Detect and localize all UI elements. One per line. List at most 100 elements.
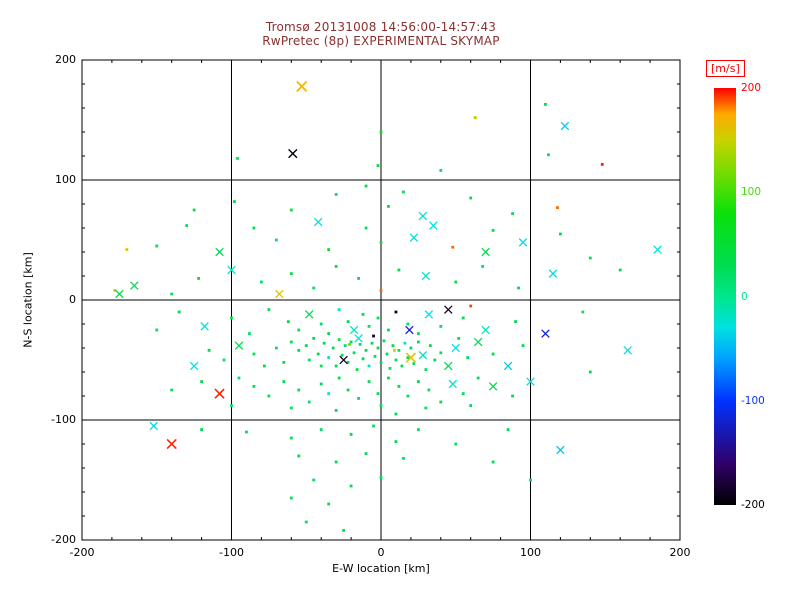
echo-marker-dot [312,337,316,340]
echo-marker-dot [402,457,405,460]
echo-marker-cross [288,148,298,159]
echo-marker-dot [376,346,380,350]
echo-marker-dot [469,196,473,200]
echo-marker-dot [262,364,266,368]
echo-marker-dot [521,344,525,347]
echo-marker-dot [428,344,432,347]
x-tick-label: -100 [219,546,244,559]
echo-marker-dot [454,442,458,446]
echo-marker-dot [346,388,350,392]
echo-marker-dot [451,245,455,249]
echo-marker-dot [312,286,316,290]
echo-marker-dot [327,356,331,359]
echo-marker-dot [461,316,465,320]
echo-marker-cross [518,238,528,247]
echo-marker-dot [337,376,341,380]
echo-marker-dot [379,404,383,407]
echo-marker-cross [418,350,428,360]
x-axis-label: E-W location [km] [332,562,430,575]
echo-marker-dot [376,316,380,320]
echo-marker-dot [394,440,398,443]
echo-marker-cross [488,382,498,391]
echo-marker-dot [307,400,311,404]
echo-marker-dot [394,412,398,416]
echo-marker-dot [517,286,520,290]
echo-marker-cross [405,325,414,335]
echo-marker-dot [412,362,416,365]
echo-marker-dot [307,358,311,362]
echo-marker-cross [481,247,490,257]
echo-marker-cross [200,322,209,331]
y-tick-label: -100 [51,413,76,426]
echo-marker-cross [296,80,308,92]
echo-marker-dot [337,338,341,341]
echo-marker-dot [200,380,203,383]
echo-marker-dot [233,200,236,203]
echo-marker-cross [418,211,428,221]
echo-marker-dot [297,388,301,392]
echo-marker-dot [461,392,465,395]
echo-marker-dot [581,310,585,314]
echo-marker-dot [424,406,428,410]
echo-marker-dot [406,356,410,359]
echo-marker-dot [379,241,383,244]
echo-marker-dot [252,385,256,388]
echo-marker-dot [177,310,181,314]
echo-marker-dot [385,352,389,356]
echo-marker-dot [245,430,248,434]
echo-marker-cross [313,217,323,227]
echo-marker-dot [397,385,401,388]
echo-marker-dot [286,320,290,323]
echo-marker-dot [267,394,271,398]
colorbar-tick-label: -100 [741,394,765,407]
echo-marker-dot [379,361,383,364]
echo-marker-dot [439,325,443,328]
echo-marker-dot [334,409,338,412]
echo-marker-cross [623,346,632,355]
echo-marker-cross [349,325,359,335]
echo-marker-dot [337,308,341,311]
echo-marker-dot [409,346,413,350]
x-tick-label: 100 [520,546,541,559]
echo-marker-dot [469,304,473,308]
echo-marker-dot [403,341,407,345]
echo-marker-dot [248,332,251,335]
echo-marker-dot [514,320,517,323]
echo-marker-dot [491,352,495,356]
echo-marker-dot [297,454,301,458]
echo-marker-dot [346,361,350,364]
echo-marker-dot [340,353,344,357]
echo-marker-dot [342,529,346,532]
echo-marker-dot [349,433,353,436]
y-tick-label: -200 [51,533,76,546]
echo-marker-cross [556,445,565,455]
y-tick-label: 100 [55,173,76,186]
echo-marker-dot [388,367,392,370]
echo-marker-cross [227,265,236,275]
echo-marker-dot [367,364,371,368]
echo-marker-dot [473,116,477,119]
echo-marker-dot [207,349,211,352]
echo-marker-dot [559,232,562,236]
echo-marker-dot [439,169,443,172]
echo-marker-dot [364,349,368,352]
echo-marker-dot [192,208,196,212]
echo-marker-dot [260,280,263,284]
echo-marker-dot [370,341,374,345]
echo-marker-dot [113,289,117,292]
echo-marker-dot [319,364,323,368]
echo-marker-dot [511,394,514,398]
echo-marker-dot [391,344,395,347]
echo-marker-dot [439,351,443,355]
echo-marker-cross [215,247,224,257]
echo-marker-dot [387,205,390,208]
echo-marker-dot [382,339,386,343]
echo-marker-dot [282,380,286,383]
echo-marker-dot [125,248,129,251]
echo-marker-dot [424,368,428,371]
echo-marker-dot [397,349,401,352]
echo-marker-dot [274,346,278,350]
plot-subtitle: RwPretec (8p) EXPERIMENTAL SKYMAP [262,34,500,48]
echo-marker-dot [349,484,353,488]
